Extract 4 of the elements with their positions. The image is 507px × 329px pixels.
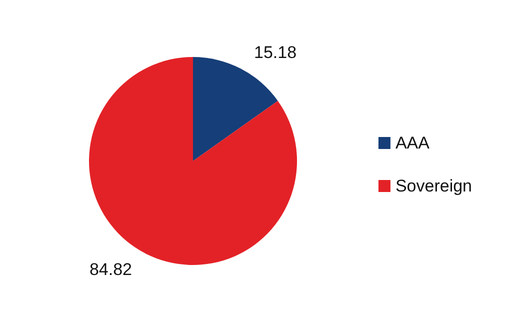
data-label: 84.82	[89, 260, 132, 279]
data-label: 15.18	[254, 43, 297, 62]
legend-label: Sovereign	[395, 176, 472, 196]
legend-label: AAA	[395, 134, 430, 152]
